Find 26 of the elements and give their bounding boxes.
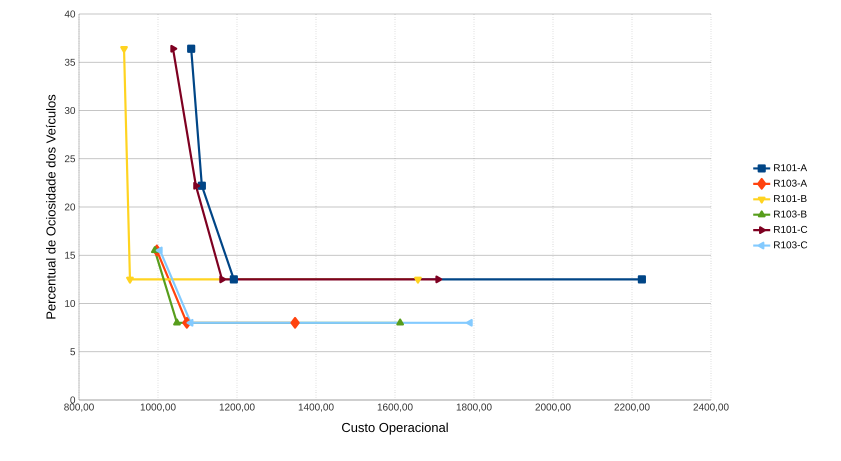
x-axis-title: Custo Operacional [342,422,448,435]
x-tick-label: 2400,00 [694,404,729,412]
legend-label: R101-C [774,226,808,233]
x-tick-label: 1400,00 [298,404,334,412]
y-tick-label: 40 [64,10,76,18]
y-axis-title: Percentual de Ociosidade dos Veículos [46,94,56,319]
y-tick-label: 35 [64,58,76,66]
y-tick-label: 15 [65,252,76,259]
y-tick-label: 25 [64,155,76,162]
y-tick-label: 5 [70,348,76,356]
legend-label: R103-A [774,180,808,187]
x-tick-label: 1200,00 [220,404,255,412]
y-tick-label: 10 [65,300,76,308]
y-tick-label: 30 [64,106,76,114]
x-tick-label: 1600,00 [378,404,413,412]
legend-label: R103-B [774,210,807,218]
legend-label: R101-A [774,164,808,172]
legend-label: R103-C [774,241,808,248]
y-tick-label: 0 [70,396,76,404]
x-tick-label: 2200,00 [614,404,650,412]
x-tick-label: 800,00 [64,404,94,412]
x-tick-label: 1000,00 [140,404,176,412]
x-tick-label: 1800,00 [456,404,492,412]
x-tick-label: 2000,00 [536,404,571,412]
legend-label: R101-B [774,195,807,202]
y-tick-label: 20 [64,203,76,211]
